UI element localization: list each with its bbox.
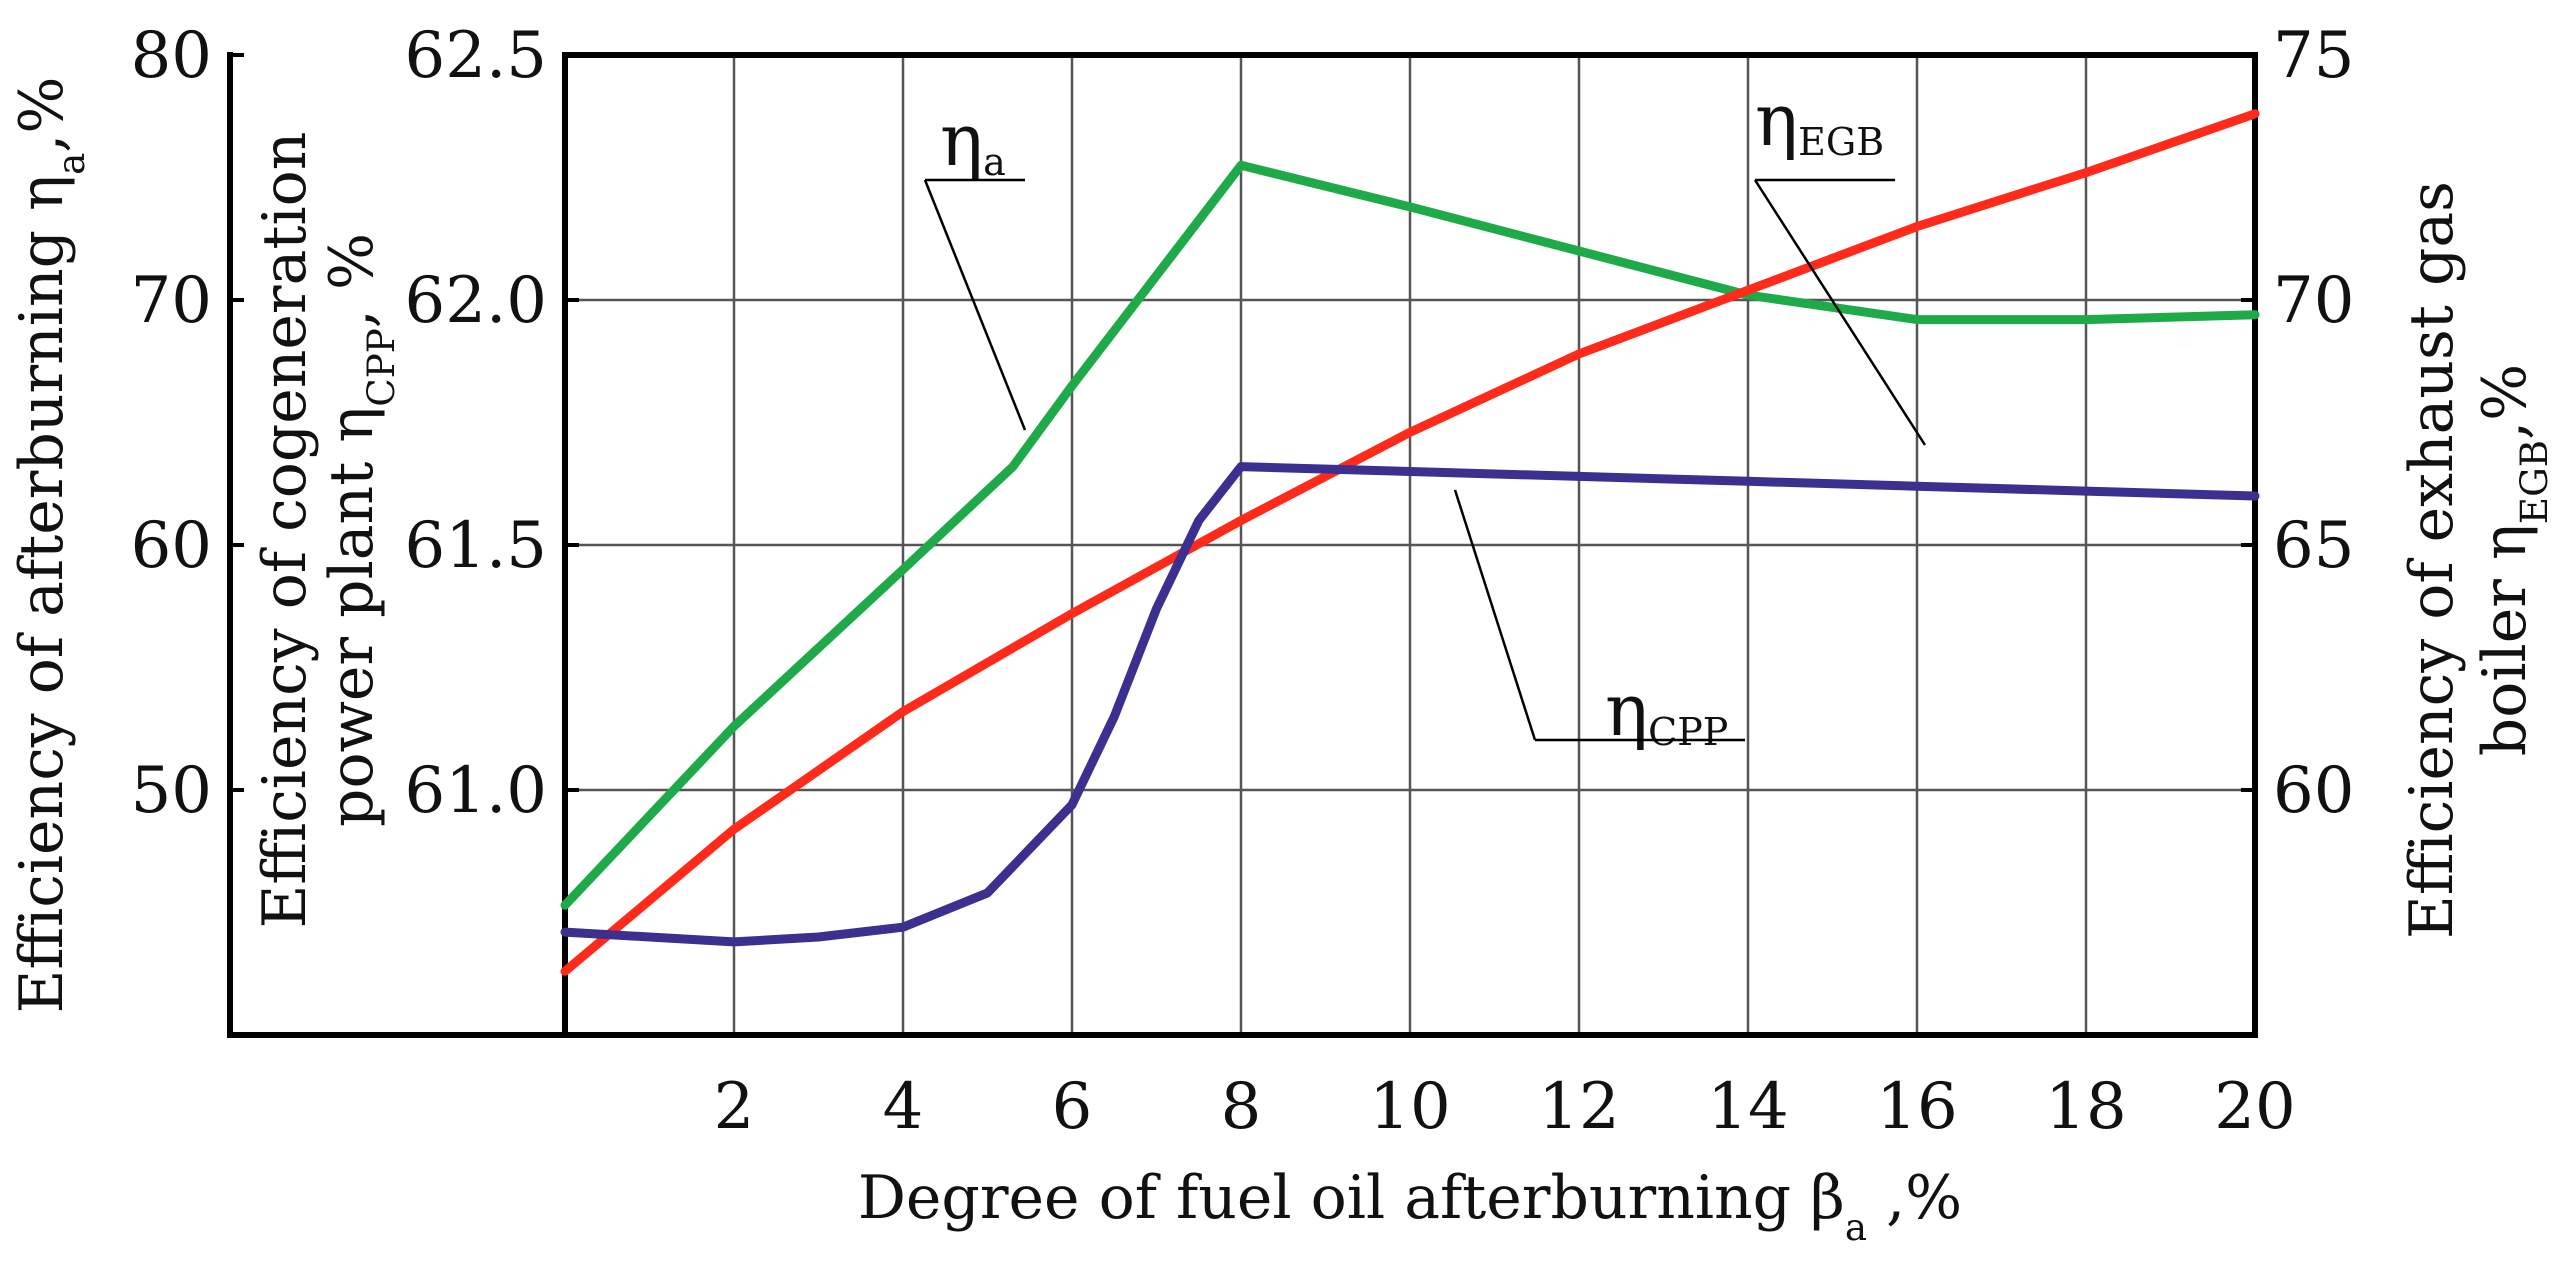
- x-tick-label: 12: [1538, 1070, 1619, 1144]
- x-tick-label: 8: [1221, 1070, 1262, 1144]
- left-outer-tick-label: 50: [131, 754, 212, 828]
- x-tick-label: 16: [1876, 1070, 1957, 1144]
- x-tick-label: 2: [714, 1070, 755, 1144]
- annotation-leader-line: [1453, 489, 1537, 741]
- grid-lines: [565, 55, 2255, 1035]
- x-tick-label: 10: [1369, 1070, 1450, 1144]
- x-tick-label: 18: [2045, 1070, 2126, 1144]
- right-axis-label-line1: Efficiency of exhaust gas: [2397, 181, 2467, 939]
- series-annotations: ηa ηEGB ηCPP: [923, 78, 1927, 754]
- x-tick-label: 14: [1707, 1070, 1788, 1144]
- series-line-ηa: [560, 160, 2260, 910]
- left-outer-tick-label: 60: [131, 509, 212, 583]
- left-outer-tick-label: 80: [131, 19, 212, 93]
- axis-labels: Degree of fuel oil afterburning βa ,% Eff…: [7, 77, 2556, 1249]
- right-tick-label: 60: [2273, 754, 2354, 828]
- series-annotation-ηEGB: ηEGB: [1755, 78, 1884, 164]
- left-outer-axis-label: Efficiency of afterburning ηa,%: [7, 77, 93, 1014]
- right-tick-label: 70: [2273, 264, 2354, 338]
- series-annotation-ηa: ηa: [940, 98, 1006, 184]
- series-line-ηEGB: [560, 109, 2260, 976]
- series-annotation-ηCPP: ηCPP: [1605, 668, 1728, 754]
- left-inner-axis-label-line1: Efficiency of cogeneration: [250, 132, 320, 929]
- left-inner-axis-label-line2: power plant ηCPP, %: [317, 233, 403, 827]
- x-tick-label: 6: [1052, 1070, 1093, 1144]
- x-tick-label: 4: [883, 1070, 924, 1144]
- x-axis-label: Degree of fuel oil afterburning βa ,%: [858, 1163, 1962, 1249]
- right-axis-label-line2: boiler ηEGB,%: [2470, 364, 2556, 756]
- annotation-leader-line: [1753, 179, 1927, 446]
- series-line-ηCPP: [560, 462, 2260, 947]
- right-tick-label: 65: [2273, 509, 2354, 583]
- left-inner-tick-label: 61.0: [405, 754, 548, 828]
- right-tick-label: 75: [2273, 19, 2354, 93]
- tick-labels: 2 4 6 8 10 12 14 16 18 20 50 60 70 80 61.0 61.5 62.0 62.5…: [131, 19, 2355, 1144]
- left-inner-tick-label: 62.0: [405, 264, 548, 338]
- left-outer-tick-label: 70: [131, 264, 212, 338]
- series-lines: [560, 109, 2260, 976]
- left-inner-tick-label: 61.5: [405, 509, 548, 583]
- plot-frame: [227, 52, 2258, 1038]
- annotation-leader-line: [923, 179, 1027, 431]
- left-inner-tick-label: 62.5: [405, 19, 548, 93]
- x-tick-label: 20: [2214, 1070, 2295, 1144]
